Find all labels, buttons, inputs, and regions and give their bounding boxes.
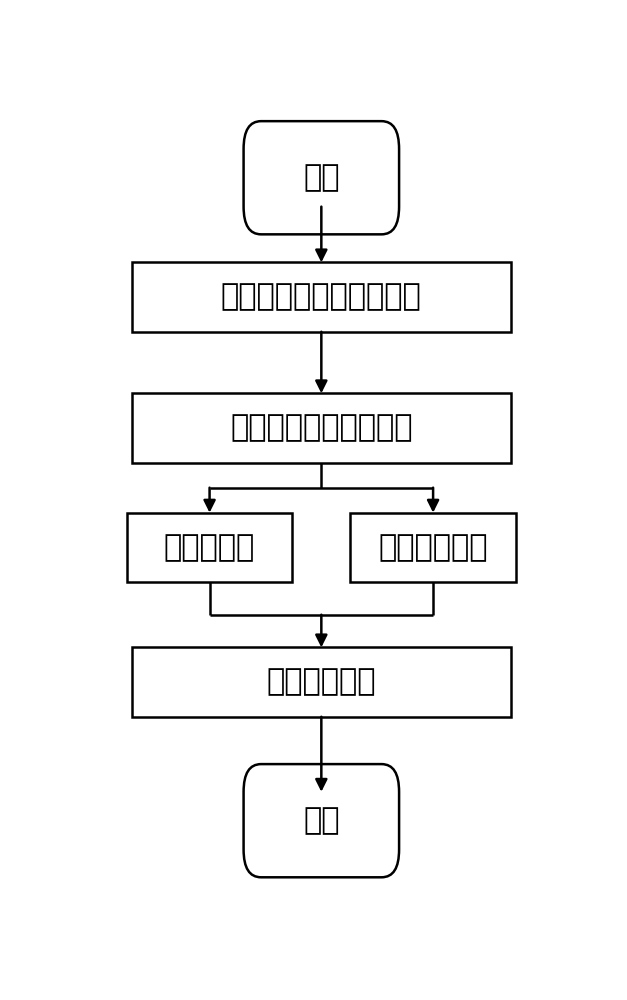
Bar	[132, 262, 511, 332]
Bar	[127, 513, 292, 582]
Bar	[350, 513, 515, 582]
Text: 长干线分段: 长干线分段	[164, 533, 255, 562]
Text: 绿波带宽优化: 绿波带宽优化	[378, 533, 488, 562]
Text: 输入交叉口设计依据数据: 输入交叉口设计依据数据	[221, 283, 422, 312]
FancyBboxPatch shape	[243, 764, 399, 877]
Text: 开始: 开始	[303, 163, 340, 192]
Text: 输出控制参数: 输出控制参数	[266, 668, 376, 697]
Text: 结束: 结束	[303, 806, 340, 835]
Bar	[132, 647, 511, 717]
FancyBboxPatch shape	[243, 121, 399, 234]
Bar	[132, 393, 511, 463]
Text: 输入信号设计限制数据: 输入信号设计限制数据	[230, 414, 413, 442]
